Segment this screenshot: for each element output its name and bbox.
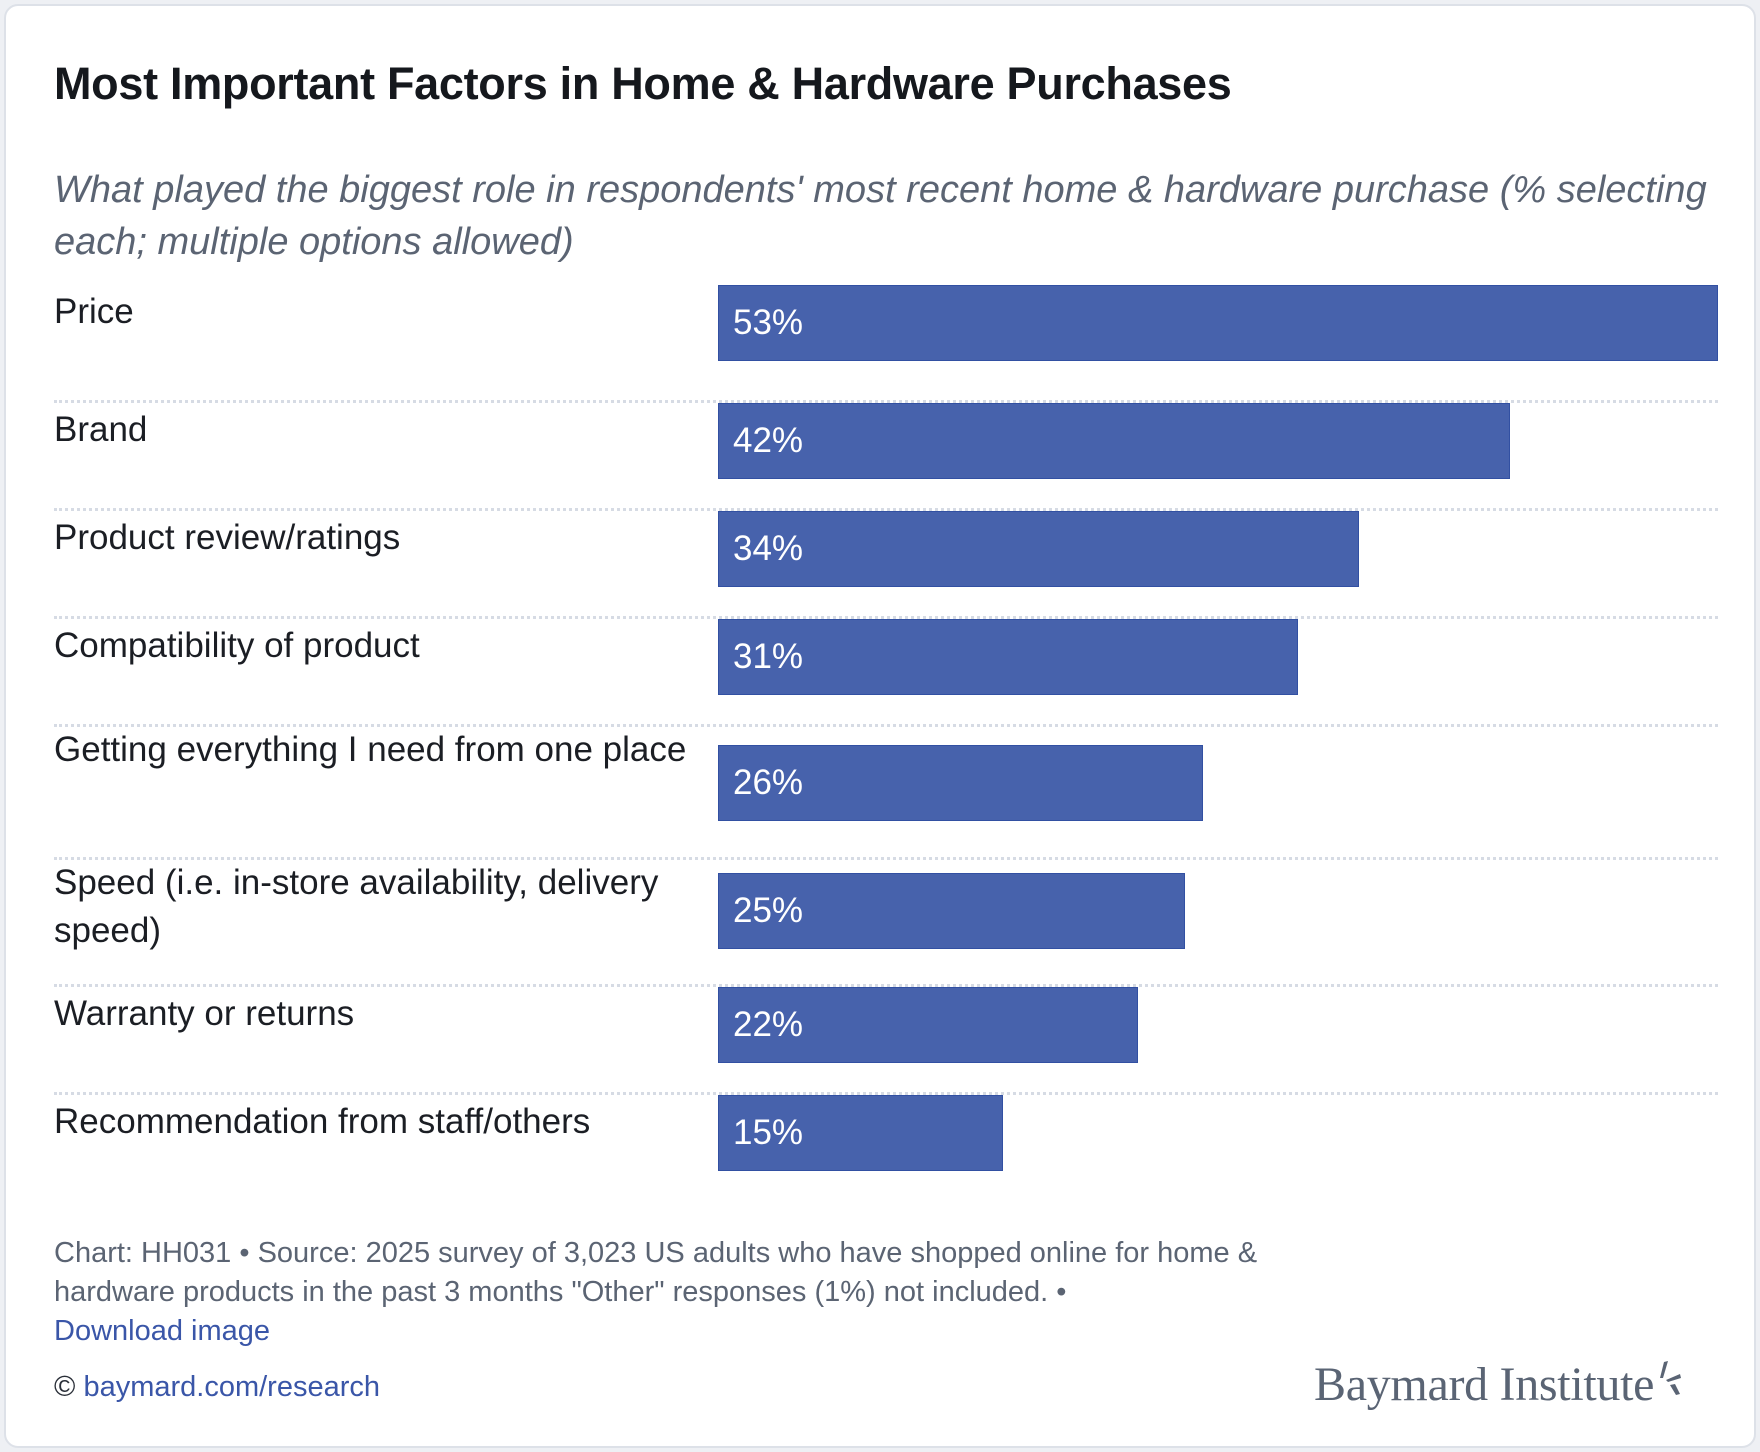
bar-value-label: 42%	[733, 421, 804, 460]
chart-card: Most Important Factors in Home & Hardwar…	[4, 4, 1756, 1448]
bar-row-brand: Brand 42%	[54, 403, 1718, 511]
row-label: Warranty or returns	[54, 994, 355, 1033]
logo-sparkle-icon	[1660, 1361, 1682, 1395]
row-label: Compatibility of product	[54, 626, 420, 665]
bar: 31%	[718, 619, 1298, 695]
bar: 15%	[718, 1095, 1003, 1171]
baymard-logo: Baymard Institute	[1314, 1342, 1734, 1412]
row-label: Getting everything I need from one place	[54, 730, 687, 769]
bar-row-product-review: Product review/ratings 34%	[54, 511, 1718, 619]
row-label: Price	[54, 292, 134, 331]
row-label: Speed (i.e. in-store availability, deliv…	[54, 863, 659, 950]
chart-title: Most Important Factors in Home & Hardwar…	[54, 58, 1232, 109]
logo-text: Baymard Institute	[1314, 1358, 1655, 1411]
bar-row-speed: Speed (i.e. in-store availability, deliv…	[54, 863, 1718, 987]
bar-value-label: 53%	[733, 303, 804, 342]
bar-value-label: 26%	[733, 763, 804, 802]
bar: 42%	[718, 403, 1510, 479]
bar-value-label: 34%	[733, 529, 804, 568]
bar: 26%	[718, 745, 1203, 821]
bar-row-compatibility: Compatibility of product 31%	[54, 619, 1718, 727]
bar-row-recommendation: Recommendation from staff/others 15%	[54, 1095, 1718, 1203]
bar-value-label: 31%	[733, 637, 804, 676]
chart-subtitle: What played the biggest role in responde…	[54, 169, 1707, 263]
copyright: © baymard.com/research	[54, 1368, 380, 1407]
source-footnote: Chart: HH031 • Source: 2025 survey of 3,…	[54, 1237, 1258, 1308]
bar-value-label: 25%	[733, 891, 804, 930]
bar-row-one-place: Getting everything I need from one place…	[54, 730, 1718, 860]
copyright-symbol: ©	[54, 1371, 76, 1403]
row-label: Brand	[54, 410, 148, 449]
bar: 34%	[718, 511, 1359, 587]
baymard-research-link[interactable]: baymard.com/research	[83, 1371, 380, 1403]
bar-row-warranty: Warranty or returns 22%	[54, 987, 1718, 1095]
bar: 25%	[718, 873, 1185, 949]
bar-value-label: 15%	[733, 1113, 804, 1152]
bar: 22%	[718, 987, 1138, 1063]
row-label: Product review/ratings	[54, 518, 401, 557]
bar-value-label: 22%	[733, 1005, 804, 1044]
download-image-link[interactable]: Download image	[54, 1315, 271, 1347]
bar: 53%	[718, 285, 1718, 361]
bar-row-price: Price 53%	[54, 285, 1718, 403]
row-label: Recommendation from staff/others	[54, 1102, 591, 1141]
